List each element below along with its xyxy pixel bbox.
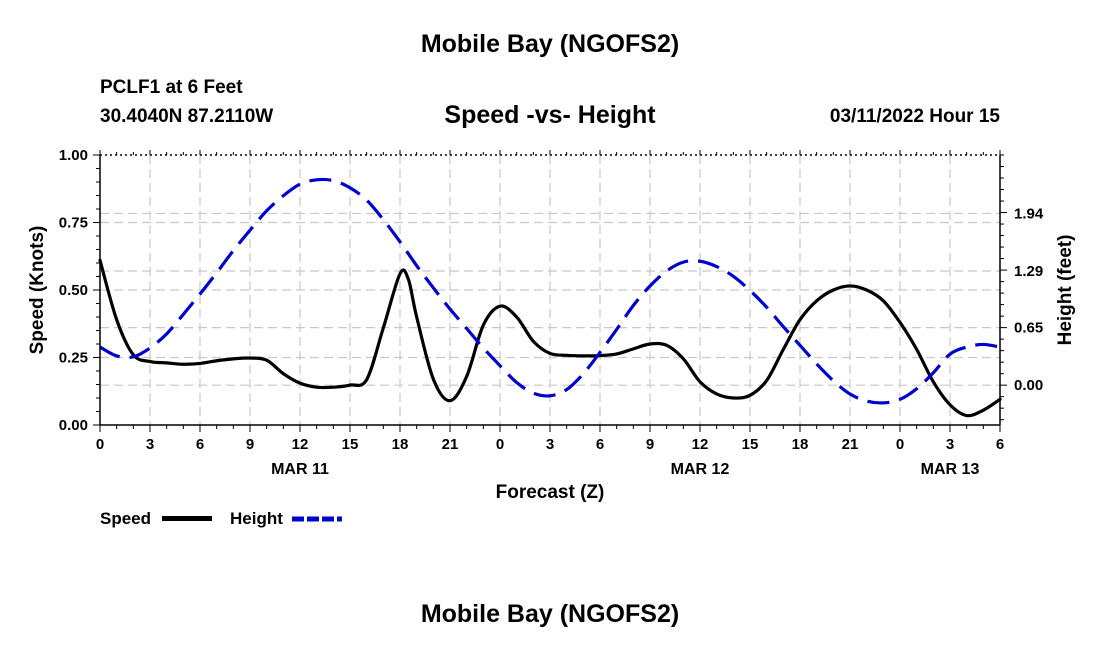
x-tick-label: 3 [146, 436, 154, 453]
tick-labels: 0 3 6 9 12 15 18 21 0 3 6 9 12 15 18 21 0 3 6 MAR 11 MAR 12 M… [59, 147, 1044, 478]
legend-speed-swatch [162, 516, 212, 521]
x-tick-label: 21 [442, 436, 459, 453]
y-tick-label-right: 1.94 [1014, 205, 1044, 222]
x-tick-label: 6 [196, 436, 204, 453]
y-tick-label-right: 0.00 [1014, 377, 1043, 394]
x-tick-label: 6 [996, 436, 1004, 453]
legend-speed-label: Speed [100, 509, 152, 528]
y-axis-title-left: Speed (Knots) [27, 226, 48, 355]
y-tick-label-left: 0.75 [59, 215, 88, 232]
y-axis-title-right: Height (feet) [1055, 235, 1076, 346]
height-series-line [99, 177, 1001, 405]
legend-height-label: Height [230, 509, 283, 528]
y-tick-label-right: 0.65 [1014, 320, 1043, 337]
station-label: PCLF1 at 6 Feet [100, 77, 243, 98]
x-date-label: MAR 12 [671, 461, 730, 478]
y-tick-label-left: 0.50 [59, 282, 88, 299]
x-tick-label: 15 [742, 436, 759, 453]
axes [93, 150, 1007, 432]
x-tick-label: 6 [596, 436, 604, 453]
x-tick-label: 3 [946, 436, 954, 453]
x-tick-label: 21 [842, 436, 859, 453]
y-tick-label-left: 1.00 [59, 147, 88, 164]
x-tick-label: 15 [342, 436, 359, 453]
x-tick-label: 18 [392, 436, 409, 453]
x-tick-label: 12 [292, 436, 309, 453]
x-tick-label: 9 [246, 436, 254, 453]
x-date-label: MAR 13 [921, 461, 980, 478]
x-tick-label: 12 [692, 436, 709, 453]
forecast-date: 03/11/2022 Hour 15 [829, 106, 1000, 127]
y-tick-label-left: 0.25 [59, 350, 88, 367]
x-tick-label: 18 [792, 436, 809, 453]
chart-title: Speed -vs- Height [444, 101, 656, 129]
x-axis-title: Forecast (Z) [495, 482, 605, 503]
x-tick-label: 3 [546, 436, 554, 453]
page-title-repeat: Mobile Bay (NGOFS2) [420, 600, 680, 628]
y-tick-label-left: 0.00 [59, 417, 88, 434]
y-tick-label-right: 1.29 [1014, 263, 1043, 280]
page-title: Mobile Bay (NGOFS2) [420, 30, 680, 58]
x-tick-label: 0 [96, 436, 104, 453]
x-date-label: MAR 11 [271, 461, 329, 478]
series-lines [98, 177, 1002, 418]
x-tick-label: 0 [896, 436, 904, 453]
coordinates-label: 30.4040N 87.2110W [100, 106, 274, 127]
x-tick-label: 9 [646, 436, 654, 453]
legend-height-swatch [292, 516, 342, 522]
speed-series-line [98, 258, 1002, 418]
x-tick-label: 0 [496, 436, 504, 453]
